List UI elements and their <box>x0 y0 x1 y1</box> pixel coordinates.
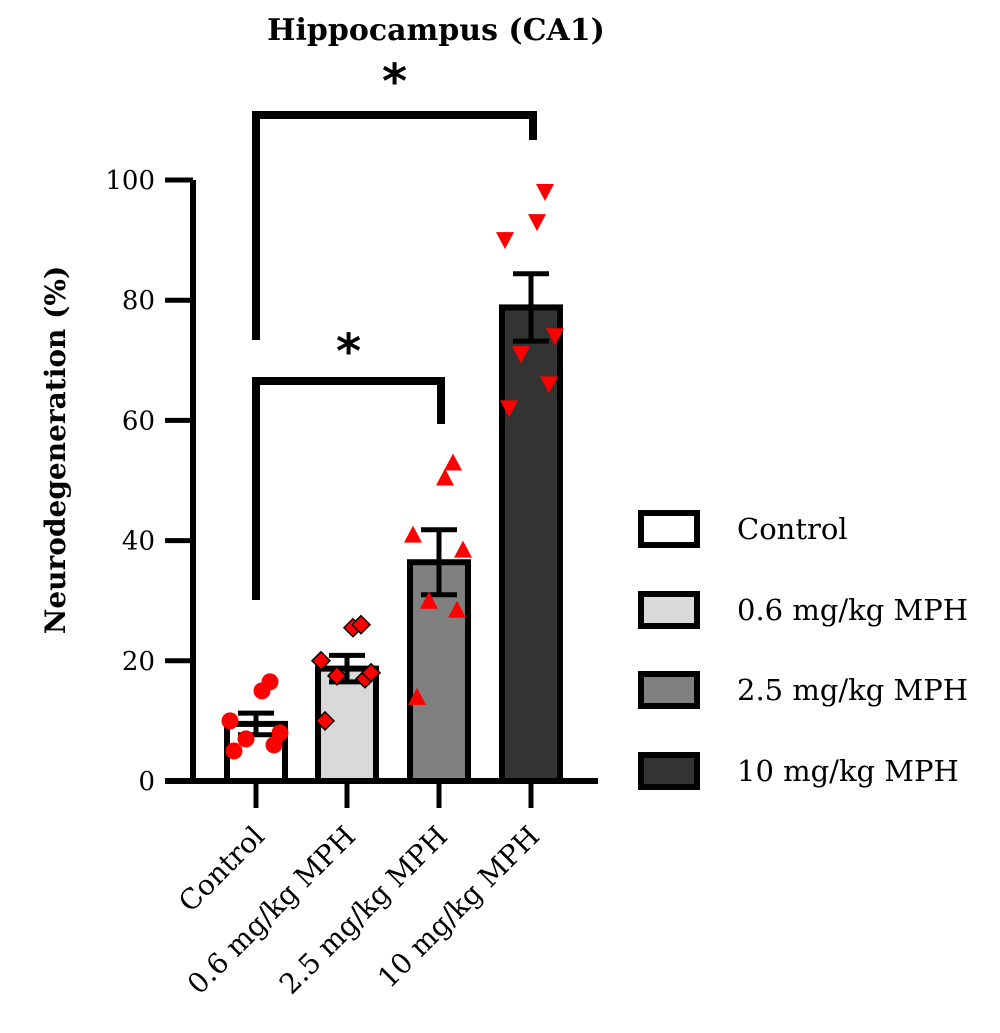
x-tick-label: 0.6 mg/kg MPH <box>181 820 362 1001</box>
bars <box>224 304 563 785</box>
legend-label: 0.6 mg/kg MPH <box>737 593 968 627</box>
y-tick-label: 60 <box>122 406 155 436</box>
data-points <box>221 184 564 760</box>
data-point <box>512 346 530 364</box>
legend-swatch <box>638 591 700 629</box>
data-point <box>454 540 472 558</box>
data-point <box>540 376 558 394</box>
data-point <box>314 710 336 731</box>
data-point <box>261 673 279 691</box>
data-point <box>404 525 422 543</box>
chart-title: Hippocampus (CA1) <box>267 13 605 48</box>
legend-label: 2.5 mg/kg MPH <box>737 673 968 707</box>
significance-star: * <box>336 324 361 380</box>
legend-swatch <box>638 510 700 548</box>
y-tick-label: 20 <box>122 647 155 677</box>
x-tick-label: 10 mg/kg MPH <box>371 820 546 995</box>
data-point <box>528 214 546 232</box>
legend-label: Control <box>737 512 848 546</box>
data-point <box>408 687 426 705</box>
data-point <box>326 665 348 686</box>
data-point <box>500 400 518 418</box>
y-axis-label: Neurodegeneration (%) <box>39 266 72 635</box>
legend: Control 0.6 mg/kg MPH 2.5 mg/kg MPH 10 mg/k… <box>638 510 968 790</box>
data-point <box>436 468 454 486</box>
data-point <box>271 724 289 742</box>
data-point <box>444 453 462 471</box>
data-point <box>536 184 554 202</box>
significance-bracket <box>252 111 537 340</box>
bar <box>407 559 471 785</box>
y-tick-label: 0 <box>138 767 155 797</box>
legend-swatch <box>638 671 700 709</box>
legend-label: 10 mg/kg MPH <box>737 754 959 788</box>
significance-bracket <box>252 377 445 600</box>
data-point <box>350 614 372 635</box>
data-point <box>420 591 438 609</box>
data-point <box>360 662 382 683</box>
data-point <box>221 712 239 730</box>
significance-star: * <box>382 54 407 110</box>
legend-swatch <box>638 752 700 790</box>
x-tick-label: 2.5 mg/kg MPH <box>273 820 454 1001</box>
y-tick-label: 40 <box>122 527 155 557</box>
data-point <box>448 600 466 618</box>
data-point <box>237 730 255 748</box>
data-point <box>310 650 332 671</box>
data-point <box>496 232 514 250</box>
significance-brackets: ** <box>252 54 537 600</box>
data-point <box>225 742 243 760</box>
y-tick-label: 80 <box>122 286 155 316</box>
y-tick-label: 100 <box>105 166 155 196</box>
data-point <box>546 328 564 346</box>
